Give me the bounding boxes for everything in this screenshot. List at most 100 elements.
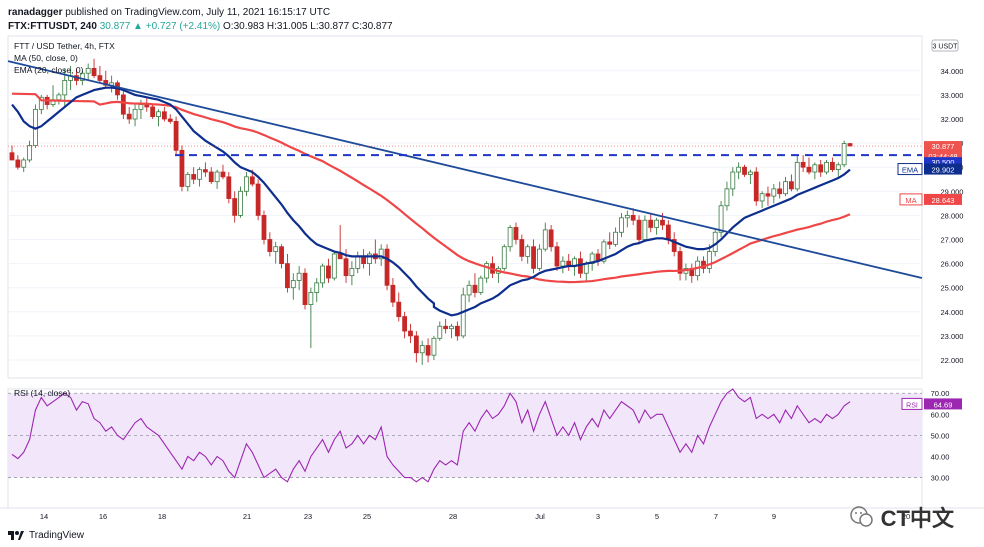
candle-up [501, 246, 507, 269]
candle-up [185, 174, 191, 187]
rsi-value-bg [924, 398, 962, 410]
candle-down [167, 118, 173, 122]
ohlc-values: O:30.983 H:31.005 L:30.877 C:30.877 [223, 21, 393, 32]
rsi-tick-label: 40.00 [931, 452, 950, 461]
candle-down [443, 325, 449, 330]
candle-up [132, 108, 138, 120]
candle-up [466, 284, 472, 296]
candle-up [507, 227, 513, 248]
candle-down [513, 227, 519, 240]
candle-down [777, 188, 783, 195]
candle-up [583, 263, 589, 274]
wechat-icon [849, 506, 873, 527]
candle-down [202, 169, 208, 173]
candle-up [560, 260, 566, 267]
change-text: ▲ +0.727 (+2.41%) [130, 21, 224, 32]
ma-line [11, 92, 851, 284]
candle-down [91, 67, 97, 77]
candle-down [548, 229, 554, 248]
candle-up [138, 104, 144, 110]
candle-up [331, 253, 337, 279]
candle-up [706, 251, 712, 269]
candle-up [378, 248, 384, 260]
candle-up [542, 229, 548, 250]
candle-down [472, 284, 478, 293]
time-tick-label: 18 [158, 512, 166, 521]
rsi-legend: RSI (14, close) [14, 388, 70, 398]
candle-down [531, 246, 536, 269]
price-tick-label: 32.000 [941, 115, 964, 124]
candle-down [413, 335, 419, 354]
rsi-line [11, 388, 851, 483]
price-tick-label: 22.000 [941, 356, 964, 365]
candle-down [665, 224, 671, 240]
last-price-tag: 30.877 [932, 142, 955, 151]
time-tick-label: 25 [363, 512, 371, 521]
candle-up [62, 80, 68, 96]
candle-up [156, 111, 161, 117]
candle-up [835, 164, 841, 171]
watermark: CT中文 [849, 501, 954, 533]
candle-down [519, 239, 525, 257]
candle-up [419, 345, 425, 354]
ema-value-bg [924, 163, 962, 175]
time-tick-label: 7 [714, 512, 718, 521]
candle-up [449, 325, 454, 330]
candle-up [296, 272, 302, 281]
price-tick-label: 34.000 [941, 67, 964, 76]
candle-up [841, 143, 847, 166]
candle-down [830, 161, 835, 171]
unit-badge [931, 39, 959, 52]
candle-down [648, 219, 654, 228]
candle-down [677, 251, 683, 274]
candle-down [232, 198, 238, 216]
candle-down [279, 246, 284, 264]
candle-down [660, 219, 665, 226]
candle-down [173, 121, 179, 151]
author-name[interactable]: ranadagger [8, 7, 63, 18]
candle-up [654, 219, 660, 228]
candle-up [355, 255, 361, 269]
candle-up [730, 171, 736, 190]
level-tag: 30.500 [932, 158, 955, 167]
time-tick-label: 16 [99, 512, 107, 521]
candle-up [525, 246, 531, 257]
ma-tag-bg [899, 193, 923, 206]
time-tick-label: Jul [535, 512, 545, 521]
candle-up [214, 171, 220, 183]
time-tick-label: 23 [304, 512, 312, 521]
time-tick-label: 28 [449, 512, 457, 521]
rsi-tick-label: 50.00 [931, 431, 950, 440]
candle-up [601, 241, 607, 262]
candle-up [613, 231, 618, 245]
candle-up [824, 161, 829, 173]
candle-down [9, 152, 15, 161]
candle-down [302, 272, 308, 305]
candle-down [255, 183, 261, 216]
candle-down [607, 241, 613, 245]
candle-down [800, 161, 806, 168]
candle-down [396, 301, 402, 318]
candle-up [56, 94, 62, 101]
candle-down [15, 159, 21, 168]
unit-label: 3 USDT [933, 44, 959, 51]
candle-up [367, 253, 372, 265]
candle-up [478, 277, 484, 293]
candle-down [630, 214, 636, 221]
candle-up [642, 219, 648, 240]
candle-up [759, 193, 765, 202]
candle-up [244, 176, 249, 192]
price-tick-label: 24.000 [941, 308, 964, 317]
ema-value: 29.902 [932, 166, 955, 175]
tradingview-logo[interactable]: TradingView [8, 529, 84, 541]
time-tick-label: 20 [902, 512, 910, 521]
candle-up [238, 190, 243, 216]
candle-up [349, 268, 355, 277]
candle-down [97, 75, 103, 81]
last-price-tag: 03:44:48 [928, 152, 957, 161]
price-tick-label: 26.000 [941, 260, 964, 269]
ma-value-bg [924, 193, 962, 205]
price-tick-label: 25.000 [941, 284, 964, 293]
candle-down [150, 106, 156, 117]
